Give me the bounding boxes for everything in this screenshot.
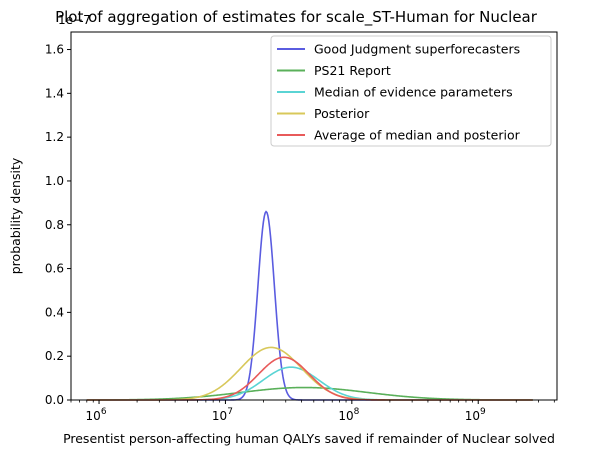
legend-label: Good Judgment superforecasters [314,42,520,57]
y-tick-label: 0.2 [45,349,64,363]
y-tick-label: 1.2 [45,130,64,144]
legend-label: Average of median and posterior [314,128,521,143]
y-offset-label: 1e−7 [58,13,91,27]
legend-label: Median of evidence parameters [314,85,513,100]
x-tick-label: 107 [212,407,233,423]
x-tick-label: 108 [338,407,359,423]
series-line [87,388,533,400]
legend-label: PS21 Report [314,63,391,78]
y-tick-label: 1.6 [45,43,64,57]
x-tick-label: 106 [86,407,107,423]
y-tick-label: 0.4 [45,305,64,319]
legend: Good Judgment superforecasters PS21 Repor… [271,36,551,146]
x-axis-label: Presentist person-affecting human QALYs … [63,431,555,446]
y-tick-label: 0.0 [45,393,64,407]
series-line [87,367,533,400]
y-tick-label: 1.0 [45,174,64,188]
y-tick-label: 1.4 [45,86,64,100]
y-tick-label: 0.8 [45,218,64,232]
series-lines [87,212,533,400]
chart-title: Plot of aggregation of estimates for sca… [55,8,538,27]
series-line [87,357,533,400]
y-axis-ticks: 0.0 0.2 0.4 0.6 0.8 1.0 1.2 1.4 1.6 [45,43,71,407]
y-axis-label: probability density [8,157,23,274]
x-tick-label: 109 [465,407,486,423]
legend-label: Posterior [314,106,370,121]
x-axis-ticks: 106 107 108 109 [71,400,554,423]
y-tick-label: 0.6 [45,262,64,276]
series-line [87,212,533,400]
